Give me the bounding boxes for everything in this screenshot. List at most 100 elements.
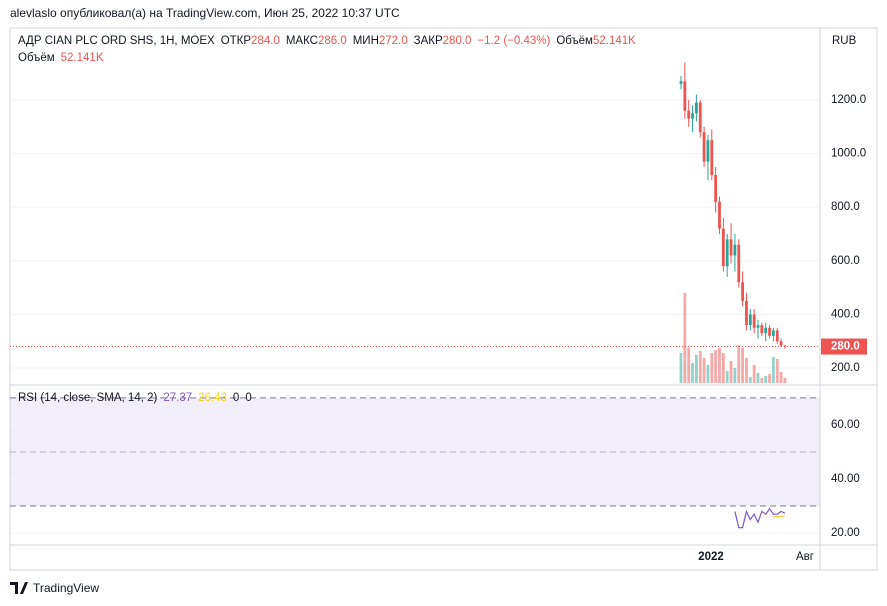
vol-value: 52.141K [61, 52, 104, 64]
rsi-tick-label: 40.00 [831, 473, 860, 485]
y-tick-label: 200.0 [831, 362, 860, 374]
volume-bar [729, 361, 733, 383]
candle-body [714, 175, 718, 202]
rsi-title: RSI (14, close, SMA, 14, 2) [18, 392, 158, 404]
volume-bar [710, 353, 714, 383]
header: alevlaslo опубликовал(а) на TradingView.… [10, 6, 400, 20]
symbol: АДР CIAN PLC ORD SHS, 1H, MOEX [18, 35, 215, 47]
logo [10, 582, 28, 594]
volume-bar [756, 373, 760, 383]
candle-body [695, 102, 698, 114]
volume-bar [714, 350, 718, 383]
y-tick-label: 1200.0 [831, 94, 866, 106]
y-tick-label: 400.0 [831, 308, 860, 320]
candle-body [691, 113, 694, 119]
volume-bar [783, 377, 787, 383]
candle-body [718, 201, 721, 229]
candle-body [745, 300, 748, 326]
volume-bar [737, 345, 741, 383]
y-tick-label: 1000.0 [831, 148, 866, 160]
h-label: МАКС [286, 35, 318, 47]
volume-bar [691, 363, 694, 383]
rsi-sma-line [773, 515, 786, 518]
volume-bar [706, 365, 710, 383]
volume-bar [687, 348, 691, 383]
y-tick-label: 800.0 [831, 201, 860, 213]
candle-body [768, 327, 771, 336]
h-value: 286.0 [318, 35, 347, 47]
rsi-tick-label: 20.00 [831, 527, 860, 539]
volume-bar [718, 348, 721, 383]
volume-bar [768, 374, 771, 383]
candle-body [741, 282, 744, 301]
c-value: 280.0 [443, 35, 472, 47]
vol-label: Объём [18, 52, 55, 64]
candle-body [756, 325, 760, 328]
o-label: ОТКР [221, 35, 252, 47]
volume-bar [748, 377, 752, 383]
y-tick-label: 600.0 [831, 255, 860, 267]
volume-bar [698, 351, 702, 383]
last-price-box [821, 338, 867, 355]
volume-bar [772, 357, 775, 383]
last-price-label: 280.0 [831, 341, 860, 353]
candle-body [772, 330, 775, 336]
candle-body [729, 239, 733, 256]
l-label: МИН [353, 35, 379, 47]
candle-body [748, 314, 752, 326]
rsi-tick-label: 60.00 [831, 419, 860, 431]
candle-body [725, 239, 729, 267]
plot [10, 62, 820, 534]
volume-legend: Объём 52.141K [18, 52, 104, 64]
candle-body [706, 140, 710, 162]
rsi-extra: 0 [245, 392, 251, 404]
rsi-extra: 0 [233, 392, 239, 404]
candle-body [721, 228, 725, 267]
volume-bar [752, 365, 756, 383]
o-value: 284.0 [251, 35, 280, 47]
rsi-value: 27.37 [163, 392, 192, 404]
volume-bar [733, 368, 737, 383]
candle-body [679, 81, 683, 84]
rsi-line [734, 507, 786, 529]
currency: RUB [832, 35, 857, 47]
candle-body [687, 110, 691, 119]
rsi-legend: RSI (14, close, SMA, 14, 2) 27.37 26.43 0 0 [18, 392, 252, 404]
volume-bar [695, 355, 698, 383]
candle-body [737, 244, 741, 283]
volume-bar [721, 353, 725, 383]
candle-body [698, 102, 702, 133]
x-tick-label: 2022 [698, 551, 724, 563]
volume-bar [683, 293, 687, 383]
change: −1.2 (−0.43%) [477, 35, 550, 47]
candle-body [783, 345, 787, 347]
volume-bar [775, 359, 779, 383]
volume-bar [725, 371, 729, 383]
candle-body [710, 140, 714, 176]
candle-body [702, 132, 706, 162]
rsi-sma-value: 26.43 [198, 392, 227, 404]
x-tick-label: Авг [796, 551, 814, 563]
candle-body [760, 325, 764, 334]
volume-bar [745, 358, 748, 383]
frame [9, 27, 878, 571]
c-label: ЗАКР [414, 35, 443, 47]
l-value: 272.0 [379, 35, 408, 47]
footer: TradingView [33, 581, 99, 595]
volume-bar [702, 358, 706, 383]
candle-body [764, 327, 768, 334]
volume-bar [679, 353, 683, 383]
volume-bar [764, 376, 768, 383]
candle-body [733, 244, 737, 256]
volume-bar [741, 348, 744, 383]
legend: АДР CIAN PLC ORD SHS, 1H, MOEX ОТКР284.0 М… [18, 35, 636, 47]
vol-value: 52.141K [593, 35, 636, 47]
volume-bar [779, 372, 783, 383]
candle-body [683, 81, 687, 111]
candle-body [752, 314, 756, 328]
vol-label: Объём [556, 35, 593, 47]
volume-bar [760, 378, 764, 383]
candle-body [775, 330, 779, 342]
